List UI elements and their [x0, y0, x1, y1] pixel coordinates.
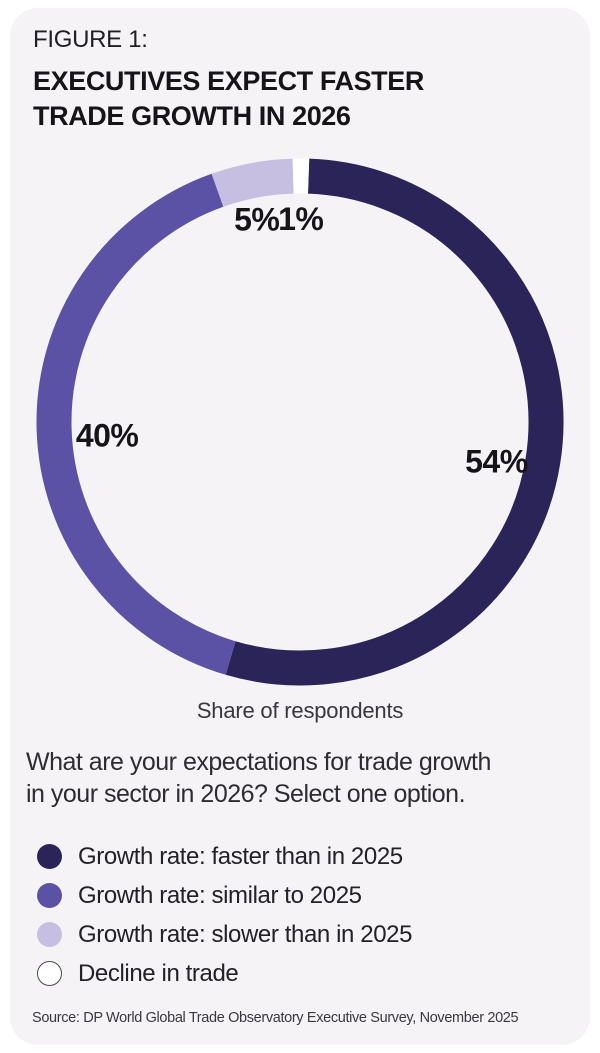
segment-value-label: 54%	[465, 444, 528, 480]
legend-label: Growth rate: faster than in 2025	[78, 843, 403, 870]
legend-label: Growth rate: slower than in 2025	[78, 921, 413, 948]
legend-swatch-icon	[37, 922, 62, 947]
survey-question: What are your expectations for trade gro…	[26, 746, 491, 810]
legend-item-1: Growth rate: faster than in 2025	[37, 844, 412, 869]
legend-label: Decline in trade	[78, 960, 239, 987]
figure-title-line-1: EXECUTIVES EXPECT FASTER	[33, 66, 424, 96]
legend-item-3: Growth rate: slower than in 2025	[37, 922, 412, 947]
figure-title: EXECUTIVES EXPECT FASTER TRADE GROWTH IN…	[33, 64, 424, 134]
legend: Growth rate: faster than in 2025 Growth r…	[37, 844, 412, 1000]
survey-question-line-1: What are your expectations for trade gro…	[26, 748, 491, 776]
figure-title-line-2: TRADE GROWTH IN 2026	[33, 101, 351, 131]
survey-question-line-2: in your sector in 2026? Select one optio…	[26, 780, 466, 808]
legend-swatch-icon	[37, 961, 62, 986]
segment-value-label: 40%	[76, 418, 139, 454]
figure-card: FIGURE 1: EXECUTIVES EXPECT FASTER TRADE…	[10, 8, 590, 1045]
legend-label: Growth rate: similar to 2025	[78, 882, 362, 909]
segment-value-label: 1%	[278, 201, 323, 237]
donut-segment-3	[211, 158, 295, 207]
donut-segment-2	[36, 173, 236, 675]
source-note: Source: DP World Global Trade Observator…	[32, 1010, 519, 1026]
figure-label: FIGURE 1:	[33, 26, 148, 53]
legend-swatch-icon	[37, 883, 62, 908]
donut-chart: 54% 40% 5%1%	[36, 158, 564, 686]
legend-item-4: Decline in trade	[37, 961, 412, 986]
legend-item-2: Growth rate: similar to 2025	[37, 883, 412, 908]
legend-swatch-icon	[37, 844, 62, 869]
donut-segment-1	[225, 158, 564, 686]
segment-value-label: 5%	[234, 202, 279, 238]
chart-caption: Share of respondents	[196, 698, 404, 723]
